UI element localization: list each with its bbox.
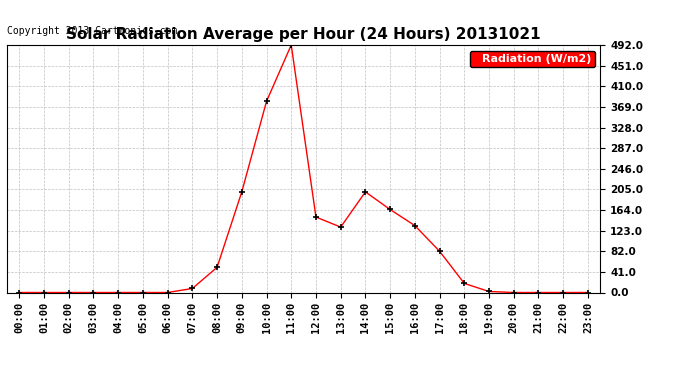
Title: Solar Radiation Average per Hour (24 Hours) 20131021: Solar Radiation Average per Hour (24 Hou… [66, 27, 541, 42]
Text: Copyright 2013 Cartronics.com: Copyright 2013 Cartronics.com [7, 26, 177, 36]
Legend: Radiation (W/m2): Radiation (W/m2) [470, 51, 595, 67]
